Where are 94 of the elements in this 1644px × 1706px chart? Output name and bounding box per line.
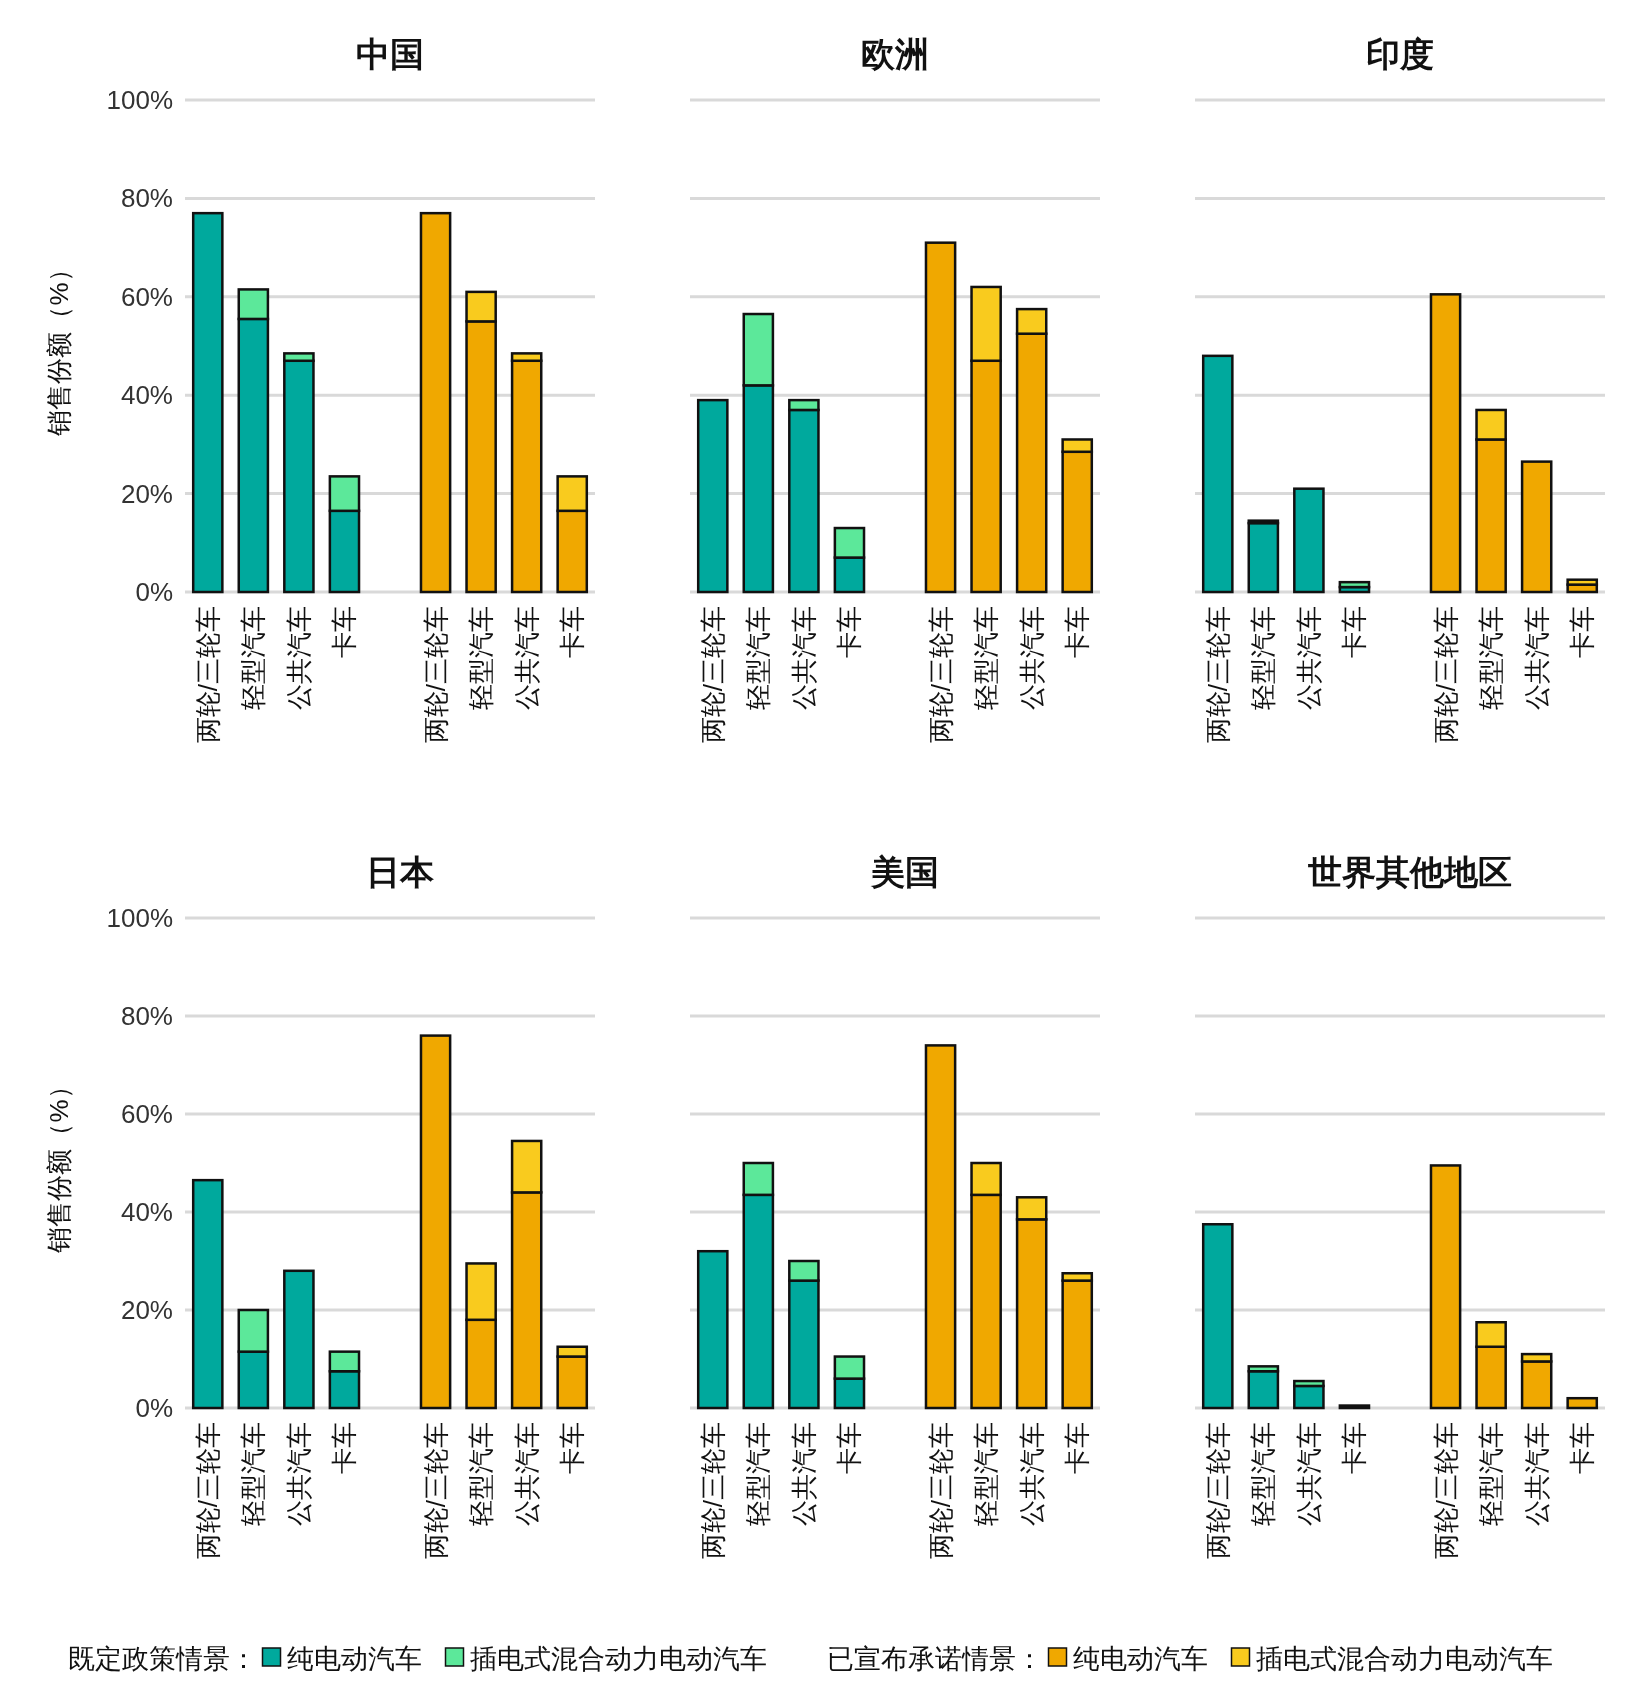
y-tick-label: 20% xyxy=(120,478,173,509)
bar xyxy=(1566,1396,1599,1410)
chart-title: 印度 xyxy=(1366,35,1434,73)
x-tick-label: 两轮/三轮车 xyxy=(1430,1422,1461,1560)
chart-title: 世界其他地区 xyxy=(1307,853,1512,891)
x-tick-label: 两轮/三轮车 xyxy=(697,1422,728,1560)
x-tick-label: 两轮/三轮车 xyxy=(420,606,451,744)
x-tick-label: 公共汽车 xyxy=(283,606,314,710)
x-tick-label: 两轮/三轮车 xyxy=(1430,606,1461,744)
y-tick-label: 80% xyxy=(120,1001,173,1031)
bar xyxy=(1293,487,1325,594)
x-tick-label: 轻型汽车 xyxy=(971,606,1002,710)
x-tick-label: 公共汽车 xyxy=(283,1422,314,1526)
chart-title: 美国 xyxy=(870,853,939,891)
bar xyxy=(191,211,224,594)
y-tick-label: 100% xyxy=(106,85,173,115)
x-tick-label: 两轮/三轮车 xyxy=(420,1422,451,1560)
bar xyxy=(1338,1404,1371,1410)
x-tick-label: 两轮/三轮车 xyxy=(1202,606,1233,744)
x-tick-label: 轻型汽车 xyxy=(238,1422,269,1526)
y-tick-label: 40% xyxy=(120,380,173,411)
y-tick-label: 20% xyxy=(120,1295,173,1325)
y-axis-title: 销售份额（%） xyxy=(44,1073,74,1254)
x-tick-label: 两轮/三轮车 xyxy=(192,1422,223,1560)
x-tick-label: 两轮/三轮车 xyxy=(925,606,956,744)
y-tick-label: 60% xyxy=(120,1099,173,1129)
text: 已宣布承诺情景： xyxy=(826,1644,1043,1674)
chart-title: 欧洲 xyxy=(861,35,929,73)
x-tick-label: 公共汽车 xyxy=(788,1422,819,1526)
x-tick-label: 卡车 xyxy=(1062,606,1093,658)
bar xyxy=(1293,1384,1325,1410)
legend-label: 纯电动汽车 xyxy=(286,1644,422,1674)
x-tick-label: 卡车 xyxy=(834,1422,865,1474)
x-tick-label: 公共汽车 xyxy=(1521,606,1552,710)
x-tick-label: 公共汽车 xyxy=(1293,1422,1324,1526)
bar xyxy=(1429,1164,1462,1410)
bar xyxy=(283,1269,315,1410)
x-tick-label: 轻型汽车 xyxy=(1248,606,1279,710)
legend-label: 插电式混合动力电动汽车 xyxy=(1255,1644,1553,1674)
x-tick-label: 轻型汽车 xyxy=(971,1422,1002,1526)
x-tick-label: 卡车 xyxy=(1062,1422,1093,1474)
y-axis-title: 销售份额（%） xyxy=(44,256,74,437)
bar xyxy=(924,1044,957,1410)
bar xyxy=(1429,293,1462,594)
x-tick-label: 公共汽车 xyxy=(1016,1422,1047,1526)
legend-label: 纯电动汽车 xyxy=(1072,1644,1208,1674)
bar xyxy=(696,398,729,594)
bar xyxy=(191,1178,224,1410)
x-tick-label: 两轮/三轮车 xyxy=(925,1422,956,1560)
x-tick-label: 轻型汽车 xyxy=(743,1422,774,1526)
x-tick-label: 轻型汽车 xyxy=(1476,606,1507,710)
y-tick-label: 40% xyxy=(120,1197,173,1227)
x-tick-label: 卡车 xyxy=(557,606,588,658)
bar xyxy=(696,1249,729,1410)
x-tick-label: 轻型汽车 xyxy=(743,606,774,710)
x-tick-label: 轻型汽车 xyxy=(1476,1422,1507,1526)
text: 既定政策情景： xyxy=(67,1644,257,1674)
chart-title: 日本 xyxy=(366,853,435,891)
bar xyxy=(419,211,452,594)
y-tick-label: 0% xyxy=(135,577,173,607)
x-tick-label: 两轮/三轮车 xyxy=(697,606,728,744)
x-tick-label: 公共汽车 xyxy=(1521,1422,1552,1526)
x-tick-label: 卡车 xyxy=(329,606,360,658)
x-tick-label: 公共汽车 xyxy=(511,1422,542,1526)
x-tick-label: 卡车 xyxy=(834,606,865,658)
x-tick-label: 公共汽车 xyxy=(1293,606,1324,710)
bar xyxy=(1201,1223,1234,1410)
x-tick-label: 轻型汽车 xyxy=(1248,1422,1279,1526)
bar xyxy=(924,241,957,594)
x-tick-label: 卡车 xyxy=(329,1422,360,1474)
x-tick-label: 轻型汽车 xyxy=(466,606,497,710)
bar xyxy=(1201,354,1234,594)
y-tick-label: 80% xyxy=(120,183,173,214)
x-tick-label: 轻型汽车 xyxy=(238,606,269,710)
bar xyxy=(1338,580,1371,589)
bar xyxy=(419,1034,452,1410)
y-tick-label: 0% xyxy=(135,1393,173,1423)
x-tick-label: 公共汽车 xyxy=(1016,606,1047,710)
x-tick-label: 卡车 xyxy=(1339,606,1370,658)
x-tick-label: 公共汽车 xyxy=(511,606,542,710)
y-tick-label: 100% xyxy=(106,903,173,933)
x-tick-label: 卡车 xyxy=(1567,1422,1598,1474)
x-tick-label: 轻型汽车 xyxy=(466,1422,497,1526)
x-tick-label: 两轮/三轮车 xyxy=(192,606,223,744)
x-tick-label: 卡车 xyxy=(1567,606,1598,658)
bar xyxy=(1520,460,1553,594)
bar xyxy=(1247,521,1280,594)
y-tick-label: 60% xyxy=(120,281,173,312)
chart-title: 中国 xyxy=(356,35,424,73)
x-tick-label: 两轮/三轮车 xyxy=(1202,1422,1233,1560)
x-tick-label: 卡车 xyxy=(557,1422,588,1474)
x-tick-label: 卡车 xyxy=(1339,1422,1370,1474)
x-tick-label: 公共汽车 xyxy=(788,606,819,710)
legend-label: 插电式混合动力电动汽车 xyxy=(469,1644,767,1674)
